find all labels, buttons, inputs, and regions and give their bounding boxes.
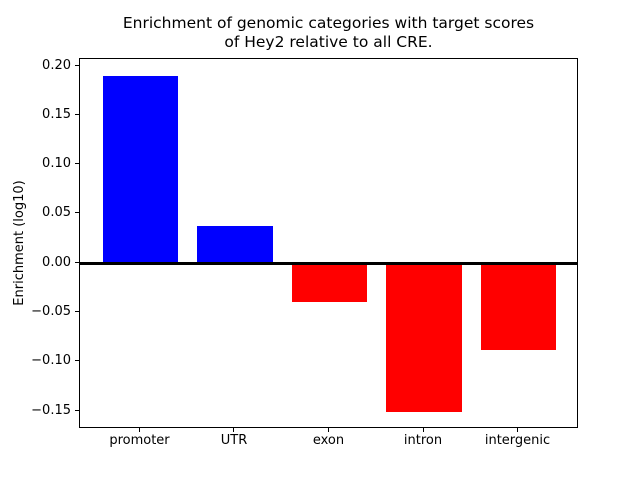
- zero-line: [80, 261, 577, 265]
- x-tick-label-intron: intron: [403, 433, 443, 448]
- x-tick-mark: [517, 428, 518, 432]
- y-tick-mark: [75, 113, 79, 115]
- bar-UTR: [197, 225, 273, 264]
- y-tick-label: 0.15: [42, 106, 71, 122]
- y-tick-label: 0.00: [42, 254, 71, 270]
- y-tick-label: 0.05: [42, 205, 71, 221]
- bar-intron: [386, 263, 462, 413]
- y-tick-mark: [75, 163, 79, 165]
- chart-title-line-2: of Hey2 relative to all CRE.: [224, 33, 433, 51]
- bar-exon: [291, 263, 368, 302]
- plot-area: [79, 58, 578, 428]
- x-tick-mark: [138, 428, 140, 432]
- y-tick-label: −0.15: [31, 402, 71, 418]
- y-tick-label: 0.20: [42, 57, 71, 73]
- y-tick-mark: [75, 261, 79, 263]
- x-tick-label-intergenic: intergenic: [484, 433, 551, 448]
- y-tick-label: −0.05: [31, 304, 71, 320]
- chart-title-line-1: Enrichment of genomic categories with ta…: [122, 14, 535, 32]
- y-tick-label: −0.10: [31, 353, 71, 369]
- bar-promoter: [102, 75, 179, 264]
- x-tick-label-promoter: promoter: [109, 433, 170, 448]
- bar-intergenic: [480, 263, 557, 351]
- y-tick-mark: [75, 409, 79, 411]
- x-tick-label-UTR: UTR: [220, 433, 248, 448]
- x-tick-mark: [422, 428, 424, 432]
- x-tick-mark: [233, 428, 235, 432]
- y-tick-mark: [75, 360, 79, 362]
- x-tick-mark: [328, 428, 329, 432]
- y-tick-mark: [75, 64, 79, 66]
- y-tick-mark: [75, 311, 79, 313]
- y-tick-mark: [75, 212, 79, 214]
- y-tick-label: 0.10: [42, 156, 71, 172]
- x-tick-label-exon: exon: [312, 433, 345, 448]
- chart-title: Enrichment of genomic categories with ta…: [79, 14, 578, 52]
